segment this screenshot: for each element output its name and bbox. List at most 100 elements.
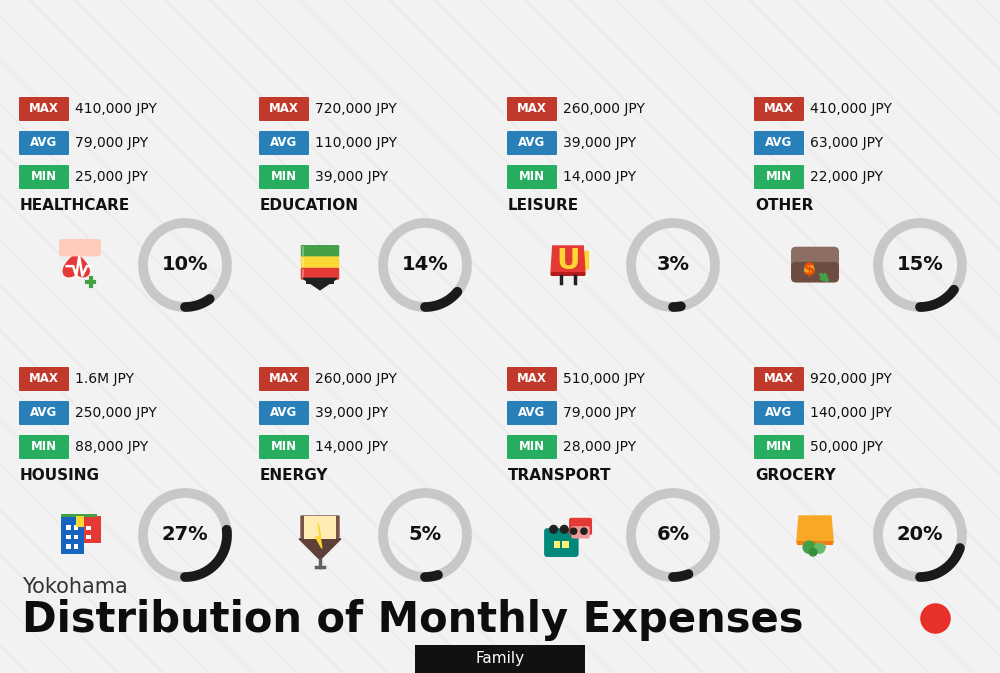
Text: 14,000 JPY: 14,000 JPY: [315, 440, 388, 454]
Bar: [74, 534, 78, 539]
FancyBboxPatch shape: [754, 97, 804, 121]
Text: 25,000 JPY: 25,000 JPY: [75, 170, 148, 184]
Text: HEALTHCARE: HEALTHCARE: [20, 197, 130, 213]
Circle shape: [570, 528, 578, 535]
Circle shape: [814, 542, 825, 554]
Bar: [66, 534, 71, 539]
Circle shape: [802, 540, 816, 554]
Bar: [66, 525, 71, 530]
Text: HOUSING: HOUSING: [20, 468, 100, 483]
Text: 28,000 JPY: 28,000 JPY: [563, 440, 636, 454]
Text: AVG: AVG: [30, 406, 58, 419]
Bar: [302, 246, 304, 256]
Text: MIN: MIN: [271, 441, 297, 454]
Text: 920,000 JPY: 920,000 JPY: [810, 372, 892, 386]
Text: 22,000 JPY: 22,000 JPY: [810, 170, 883, 184]
FancyBboxPatch shape: [259, 165, 309, 189]
Bar: [61, 514, 97, 517]
Text: MAX: MAX: [29, 102, 59, 116]
FancyBboxPatch shape: [59, 239, 101, 256]
Polygon shape: [301, 516, 339, 556]
FancyBboxPatch shape: [791, 262, 839, 283]
Text: 39,000 JPY: 39,000 JPY: [315, 406, 388, 420]
Bar: [797, 540, 833, 545]
Polygon shape: [299, 539, 341, 560]
Bar: [562, 540, 569, 548]
Text: MAX: MAX: [269, 102, 299, 116]
Text: MAX: MAX: [517, 102, 547, 116]
FancyBboxPatch shape: [507, 131, 557, 155]
Text: 1.6M JPY: 1.6M JPY: [75, 372, 134, 386]
Bar: [76, 516, 84, 527]
FancyBboxPatch shape: [301, 245, 339, 257]
Circle shape: [804, 264, 815, 275]
Text: AVG: AVG: [765, 406, 793, 419]
Text: 63,000 JPY: 63,000 JPY: [810, 136, 883, 150]
Text: 720,000 JPY: 720,000 JPY: [315, 102, 397, 116]
FancyBboxPatch shape: [507, 165, 557, 189]
Text: MAX: MAX: [764, 372, 794, 386]
FancyBboxPatch shape: [415, 645, 585, 673]
Text: MIN: MIN: [519, 441, 545, 454]
Text: MIN: MIN: [766, 170, 792, 184]
FancyBboxPatch shape: [19, 165, 69, 189]
Text: MIN: MIN: [31, 441, 57, 454]
Text: Distribution of Monthly Expenses: Distribution of Monthly Expenses: [22, 599, 804, 641]
FancyBboxPatch shape: [259, 97, 309, 121]
Text: 39,000 JPY: 39,000 JPY: [315, 170, 388, 184]
Text: MIN: MIN: [519, 170, 545, 184]
Bar: [66, 544, 71, 548]
FancyBboxPatch shape: [544, 528, 579, 557]
FancyBboxPatch shape: [569, 518, 592, 535]
FancyBboxPatch shape: [19, 97, 69, 121]
Text: AVG: AVG: [765, 137, 793, 149]
Text: 14%: 14%: [402, 256, 448, 275]
Bar: [304, 516, 336, 539]
Text: AVG: AVG: [270, 137, 298, 149]
Bar: [84, 516, 101, 542]
Bar: [74, 544, 78, 548]
Bar: [74, 525, 78, 530]
FancyBboxPatch shape: [754, 131, 804, 155]
FancyBboxPatch shape: [19, 435, 69, 459]
FancyBboxPatch shape: [571, 526, 590, 538]
Bar: [302, 269, 304, 279]
Text: TRANSPORT: TRANSPORT: [508, 468, 612, 483]
Text: 27%: 27%: [162, 526, 208, 544]
Text: AVG: AVG: [270, 406, 298, 419]
Circle shape: [560, 525, 569, 534]
Polygon shape: [551, 246, 585, 275]
Text: MIN: MIN: [271, 170, 297, 184]
FancyBboxPatch shape: [507, 97, 557, 121]
FancyBboxPatch shape: [754, 435, 804, 459]
FancyBboxPatch shape: [19, 367, 69, 391]
Text: 88,000 JPY: 88,000 JPY: [75, 440, 148, 454]
Circle shape: [580, 528, 588, 535]
Text: 250,000 JPY: 250,000 JPY: [75, 406, 157, 420]
Bar: [86, 534, 91, 539]
Text: 15%: 15%: [897, 256, 943, 275]
FancyBboxPatch shape: [573, 251, 589, 270]
Text: 260,000 JPY: 260,000 JPY: [315, 372, 397, 386]
Text: 5%: 5%: [408, 526, 442, 544]
Polygon shape: [303, 279, 337, 289]
Text: MIN: MIN: [766, 441, 792, 454]
Text: 50,000 JPY: 50,000 JPY: [810, 440, 883, 454]
Text: GROCERY: GROCERY: [755, 468, 836, 483]
Polygon shape: [63, 253, 89, 277]
Bar: [554, 540, 560, 548]
Text: 110,000 JPY: 110,000 JPY: [315, 136, 397, 150]
Text: 410,000 JPY: 410,000 JPY: [810, 102, 892, 116]
Text: 510,000 JPY: 510,000 JPY: [563, 372, 645, 386]
Text: MAX: MAX: [29, 372, 59, 386]
Circle shape: [549, 525, 558, 534]
Text: U: U: [556, 247, 580, 275]
FancyBboxPatch shape: [301, 256, 339, 269]
FancyBboxPatch shape: [259, 435, 309, 459]
FancyBboxPatch shape: [259, 367, 309, 391]
Text: AVG: AVG: [518, 406, 546, 419]
Text: MAX: MAX: [517, 372, 547, 386]
Text: 39,000 JPY: 39,000 JPY: [563, 136, 636, 150]
Text: 20%: 20%: [897, 526, 943, 544]
FancyBboxPatch shape: [259, 401, 309, 425]
